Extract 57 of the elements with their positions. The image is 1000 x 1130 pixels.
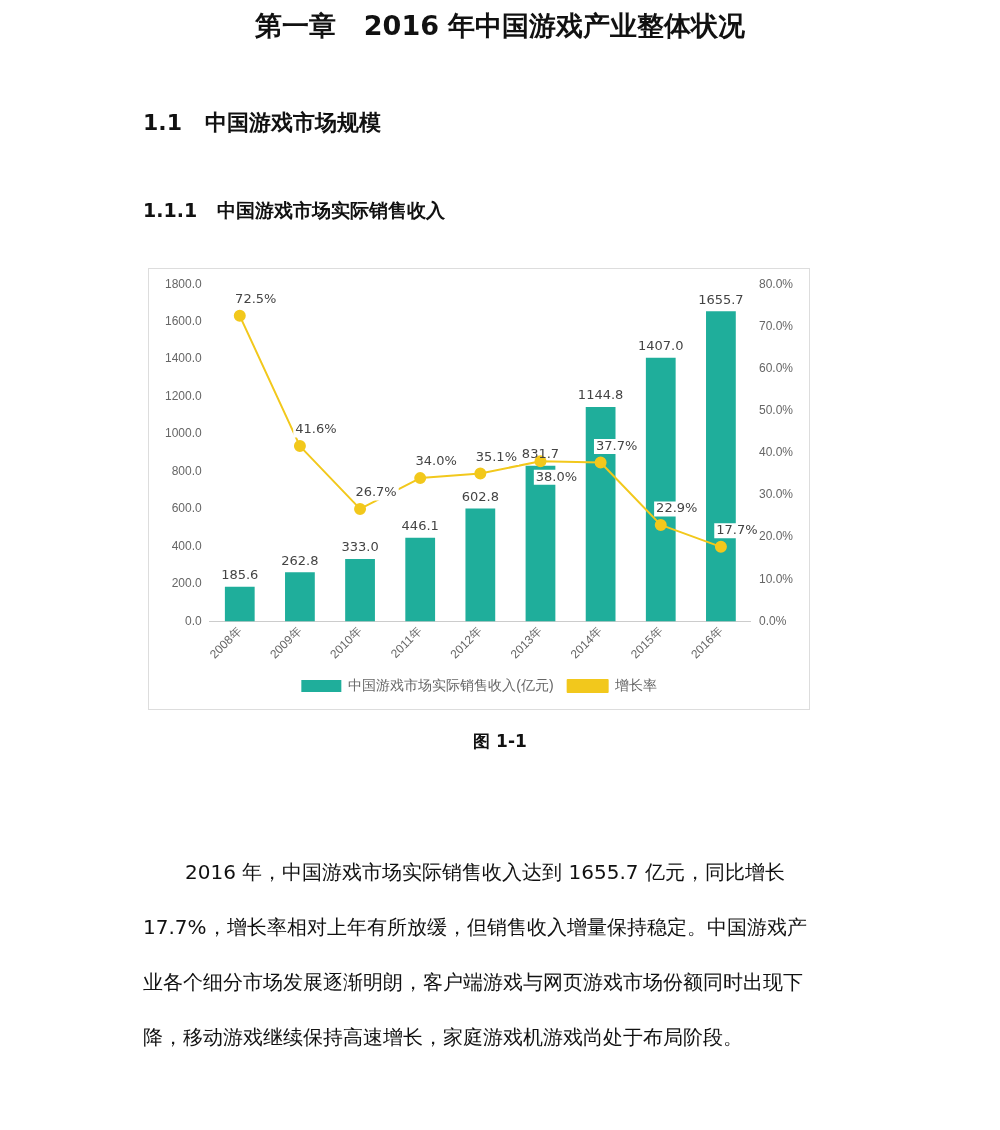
data-label: 34.0% <box>415 453 457 469</box>
data-label: 333.0 <box>341 539 379 555</box>
data-label: 72.5% <box>235 291 277 307</box>
bar <box>224 586 255 622</box>
y2-tick-label: 70.0% <box>758 318 794 333</box>
data-label: 38.0% <box>535 468 578 484</box>
y-tick-label: 0.0 <box>185 613 203 628</box>
data-label: 41.6% <box>295 421 337 437</box>
y2-tick-label: 0.0% <box>758 613 787 628</box>
y-tick-label: 600.0 <box>171 501 203 516</box>
point <box>474 467 487 480</box>
data-label: 37.7% <box>595 437 638 453</box>
chart-title: 第一章 2016 年中国游戏产业整体状况 <box>253 9 747 43</box>
y-tick-label: 1000.0 <box>165 426 203 441</box>
point <box>354 502 367 515</box>
point <box>293 440 306 453</box>
y-tick-label: 800.0 <box>171 463 203 478</box>
y2-tick-label: 40.0% <box>758 445 794 460</box>
y-tick-label: 200.0 <box>171 576 203 591</box>
y-tick-label: 1800.0 <box>165 276 203 291</box>
point <box>414 472 427 485</box>
y-tick-label: 400.0 <box>171 538 203 553</box>
point <box>654 518 667 531</box>
bar <box>285 572 315 622</box>
point <box>714 540 727 553</box>
y2-tick-label: 10.0% <box>758 571 794 586</box>
caption: 图 1-1 <box>472 730 528 753</box>
y2-tick-label: 50.0% <box>758 402 794 417</box>
chart-subtitle: 1.1 中国游戏市场规模 <box>143 109 381 137</box>
text: 1.1.1 中国游戏市场实际销售收入 <box>143 198 445 223</box>
y-tick-label: 1200.0 <box>165 388 203 403</box>
legend-label: 中国游戏市场实际销售收入(亿元) <box>348 676 554 693</box>
data-label: 17.7% <box>716 522 758 538</box>
point <box>594 456 607 469</box>
data-label: 446.1 <box>401 518 439 534</box>
data-label: 22.9% <box>656 500 698 516</box>
y2-tick-label: 30.0% <box>758 487 794 502</box>
data-label: 1144.8 <box>577 387 624 403</box>
data-label: 1407.0 <box>638 338 684 354</box>
y2-tick-label: 20.0% <box>758 529 794 544</box>
point <box>233 309 246 322</box>
legend-label: 增长率 <box>613 676 657 693</box>
y2-tick-label: 80.0% <box>758 276 794 291</box>
bar <box>405 537 436 622</box>
data-label: 35.1% <box>475 448 517 464</box>
data-label: 262.8 <box>281 552 319 568</box>
data-label: 831.7 <box>521 446 560 461</box>
data-label: 185.6 <box>221 567 259 583</box>
data-label: 1655.7 <box>698 291 744 307</box>
data-label: 602.8 <box>461 488 499 504</box>
data-label: 26.7% <box>355 484 397 500</box>
y-tick-label: 1400.0 <box>165 351 203 366</box>
text: 2016 年，中国游戏市场实际销售收入达到 1655.7 亿元，同比增长 17.7%，增长率相对上年有所放缓，但销售收入增量保持稳定。中国游戏产业各个细分市场发展逐渐明朗，客户端游戏与网页游戏市场份额同时出现下降，移动游戏继续保持高速增长，家庭游戏机游戏尚处于布局阶段。 <box>143 860 807 1049</box>
bar <box>465 508 496 622</box>
y2-tick-label: 60.0% <box>758 360 794 375</box>
bar <box>345 559 375 622</box>
y-tick-label: 1600.0 <box>165 313 203 328</box>
